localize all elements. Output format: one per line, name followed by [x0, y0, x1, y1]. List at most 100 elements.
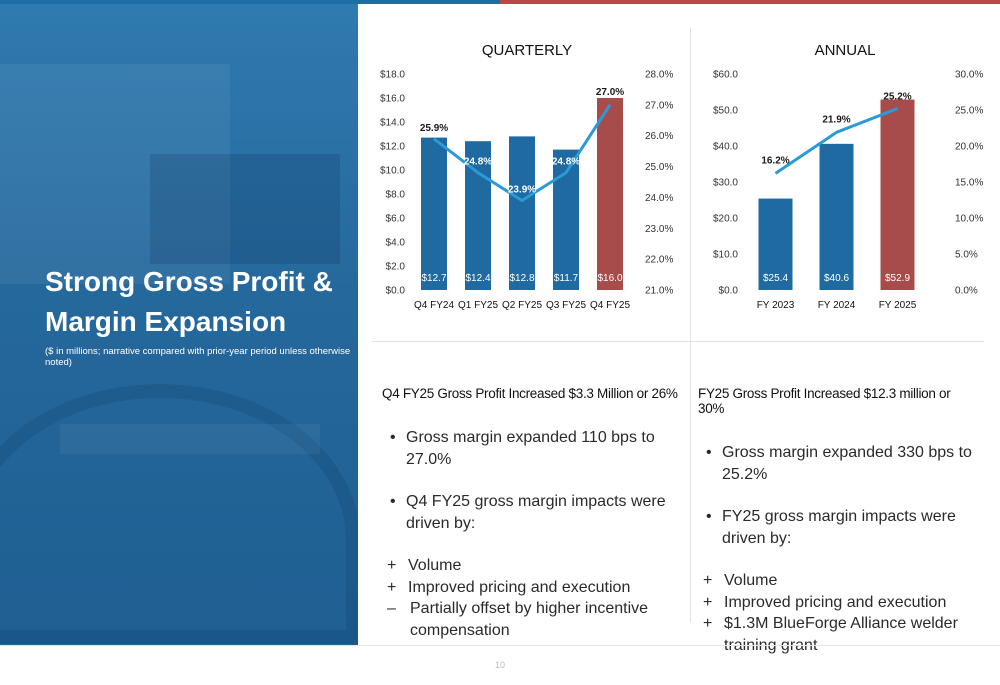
y2-tick-label: 23.0%: [645, 224, 673, 235]
y2-tick-label: 27.0%: [645, 100, 673, 111]
y-tick-label: $14.0: [380, 118, 405, 129]
x-tick-label: Q4 FY25: [590, 300, 630, 311]
y2-tick-label: 26.0%: [645, 131, 673, 142]
margin-label: 24.8%: [552, 157, 580, 168]
bullet-item: Gross margin expanded 110 bps to 27.0%: [382, 427, 682, 471]
y2-tick-label: 15.0%: [955, 178, 983, 189]
bar-value-label: $11.7: [554, 273, 579, 284]
y-tick-label: $60.0: [713, 70, 738, 81]
margin-label: 21.9%: [822, 114, 850, 125]
impact-item: + Improved pricing and execution: [382, 577, 682, 599]
vertical-divider: [690, 28, 691, 623]
y-tick-label: $30.0: [713, 178, 738, 189]
x-tick-label: FY 2025: [879, 300, 917, 311]
y-tick-label: $2.0: [386, 262, 406, 273]
footer-divider: [0, 645, 1000, 646]
impact-text: Partially offset by higher incentive com…: [410, 600, 649, 639]
top-accent-bar-red: [500, 0, 1000, 4]
annual-bullets: Gross margin expanded 330 bps to 25.2% F…: [698, 442, 978, 550]
y2-tick-label: 24.0%: [645, 193, 673, 204]
y-tick-label: $0.0: [386, 286, 406, 297]
impact-text: Volume: [408, 557, 462, 574]
y2-tick-label: 28.0%: [645, 70, 673, 81]
bar-value-label: $12.4: [465, 273, 490, 284]
y2-tick-label: 0.0%: [955, 286, 978, 297]
y2-tick-label: 25.0%: [955, 106, 983, 117]
x-tick-label: Q2 FY25: [502, 300, 542, 311]
x-tick-label: Q4 FY24: [414, 300, 454, 311]
y2-tick-label: 22.0%: [645, 255, 673, 266]
slide-title-line: Margin Expansion: [45, 306, 287, 337]
background-photo-shape: [150, 154, 340, 264]
y-tick-label: $12.0: [380, 142, 405, 153]
plus-icon: +: [703, 593, 713, 611]
background-photo-shape: [60, 424, 320, 454]
bar-value-label: $52.9: [885, 273, 910, 284]
y-tick-label: $40.0: [713, 142, 738, 153]
impact-text: Volume: [724, 572, 778, 589]
y-tick-label: $8.0: [386, 190, 406, 201]
bar-value-label: $16.0: [597, 273, 622, 284]
y-tick-label: $18.0: [380, 70, 405, 81]
bar-value-label: $40.6: [824, 273, 849, 284]
chart-title: QUARTERLY: [482, 42, 572, 59]
quarterly-impacts: + Volume + Improved pricing and execution …: [382, 555, 682, 641]
bar: [819, 143, 854, 290]
impact-text: Improved pricing and execution: [724, 593, 947, 611]
bar: [597, 98, 623, 290]
y2-tick-label: 20.0%: [955, 142, 983, 153]
page-number: 10: [494, 660, 505, 670]
bullet-item: FY25 gross margin impacts were driven by…: [698, 506, 978, 550]
annual-impacts: + Volume + Improved pricing and execution …: [698, 570, 978, 656]
bar-value-label: $12.7: [421, 273, 446, 284]
x-tick-label: Q1 FY25: [458, 300, 498, 311]
slide-title: Strong Gross Profit & Margin Expansion: [45, 262, 345, 342]
margin-label: 27.0%: [596, 87, 624, 98]
y-tick-label: $20.0: [713, 214, 738, 225]
margin-label: 16.2%: [761, 155, 789, 166]
plus-icon: +: [703, 615, 713, 632]
plus-icon: +: [387, 557, 397, 574]
chart-title: ANNUAL: [815, 42, 876, 59]
y-tick-label: $50.0: [713, 106, 738, 117]
quarterly-heading: Q4 FY25 Gross Profit Increased $3.3 Mill…: [382, 386, 678, 401]
y-tick-label: $0.0: [719, 286, 739, 297]
bullet-item: Gross margin expanded 330 bps to 25.2%: [698, 442, 978, 486]
slide-subtitle: ($ in millions; narrative compared with …: [45, 346, 351, 368]
plus-icon: +: [703, 572, 713, 589]
y-tick-label: $6.0: [386, 214, 406, 225]
y2-tick-label: 10.0%: [955, 214, 983, 225]
y-tick-label: $4.0: [386, 238, 406, 249]
bullet-item: Q4 FY25 gross margin impacts were driven…: [382, 491, 682, 535]
x-tick-label: Q3 FY25: [546, 300, 586, 311]
background-photo-shape: [0, 64, 230, 284]
impact-item: + Volume: [382, 555, 682, 577]
y-tick-label: $16.0: [380, 94, 405, 105]
margin-label: 25.2%: [883, 92, 911, 103]
x-tick-label: FY 2023: [757, 300, 795, 311]
horizontal-divider: [372, 341, 984, 342]
margin-line: [774, 107, 899, 175]
y2-tick-label: 5.0%: [955, 250, 978, 261]
y2-tick-label: 21.0%: [645, 286, 673, 297]
impact-item: + Improved pricing and execution: [698, 592, 978, 614]
impact-text: $1.3M BlueForge Alliance welder training…: [724, 615, 958, 654]
x-tick-label: FY 2024: [818, 300, 856, 311]
margin-label: 25.9%: [420, 123, 448, 134]
impact-text: Improved pricing and execution: [408, 578, 631, 596]
annual-commentary: FY25 Gross Profit Increased $12.3 millio…: [698, 386, 978, 656]
impact-item: + $1.3M BlueForge Alliance welder trainin…: [698, 613, 978, 656]
quarterly-commentary: Q4 FY25 Gross Profit Increased $3.3 Mill…: [382, 386, 682, 641]
y2-tick-label: 25.0%: [645, 162, 673, 173]
margin-label: 23.9%: [508, 185, 536, 196]
y-tick-label: $10.0: [380, 166, 405, 177]
bar: [758, 198, 793, 290]
plus-icon: +: [387, 578, 397, 596]
y2-tick-label: 30.0%: [955, 70, 983, 81]
minus-icon: –: [387, 600, 396, 617]
impact-item: – Partially offset by higher incentive co…: [382, 598, 682, 641]
margin-label: 24.8%: [464, 157, 492, 168]
annual-heading: FY25 Gross Profit Increased $12.3 millio…: [698, 386, 951, 416]
y-tick-label: $10.0: [713, 250, 738, 261]
